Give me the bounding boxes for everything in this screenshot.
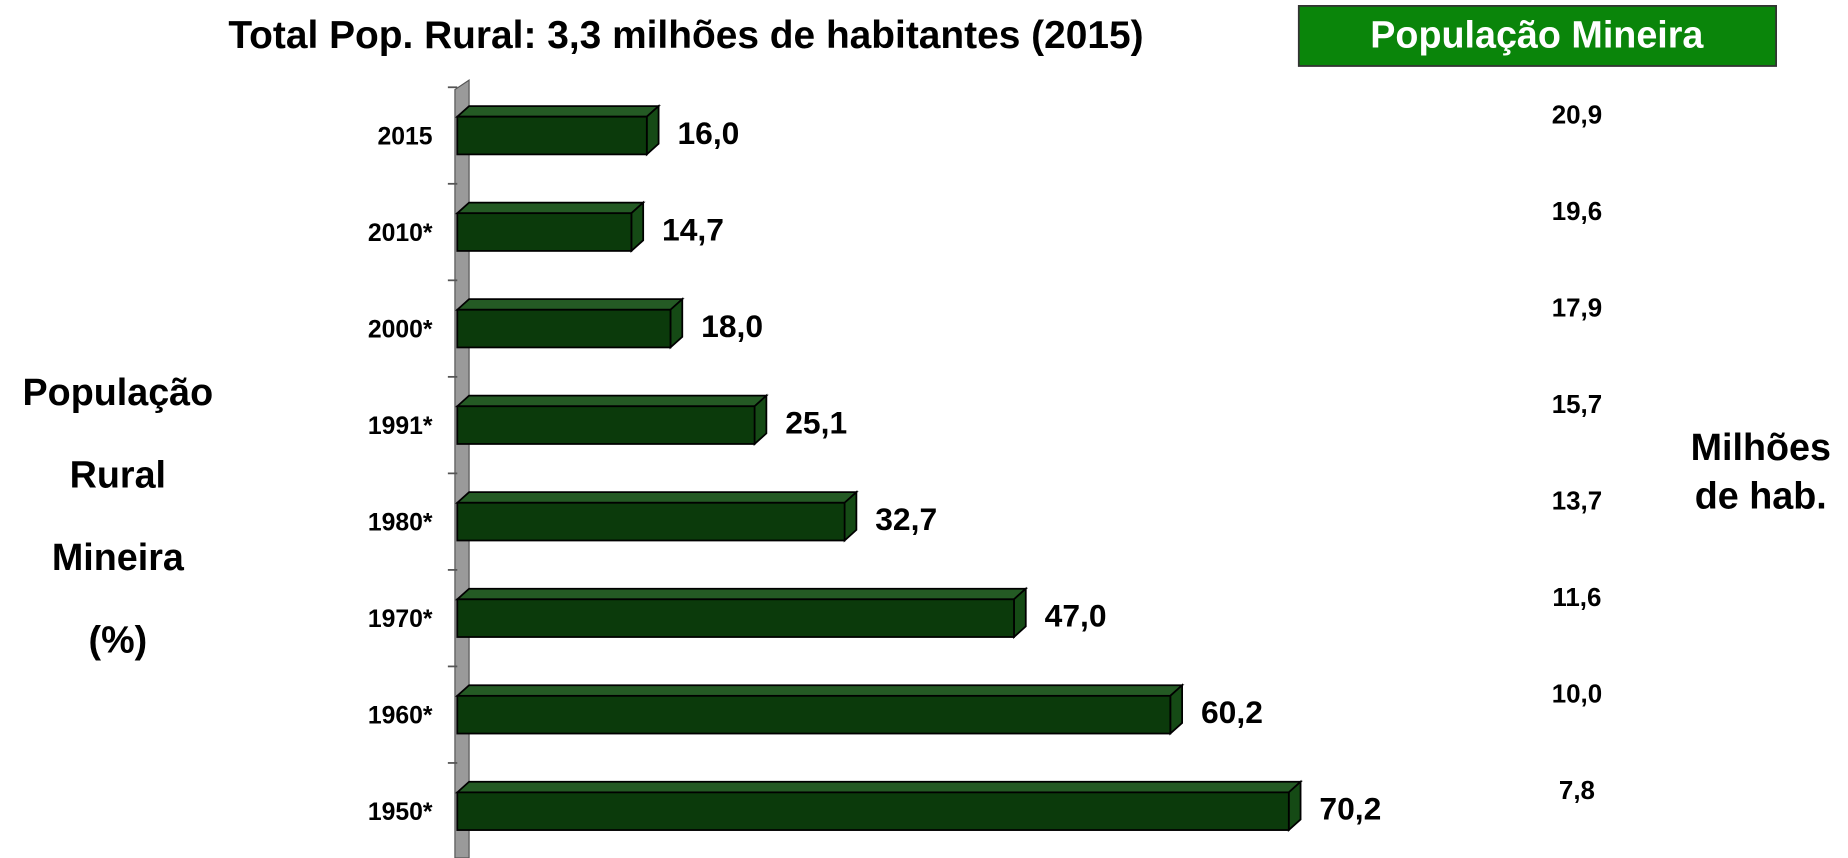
population-value: 10,0 [1552, 681, 1602, 709]
value-label: 60,2 [1201, 694, 1263, 730]
y-axis-label: Rural [70, 453, 166, 495]
population-title: População Mineira [1370, 14, 1704, 56]
bar [454, 490, 859, 543]
population-value: 19,6 [1552, 198, 1602, 226]
population-value: 7,8 [1559, 777, 1595, 805]
bar-face [454, 394, 769, 408]
y-tick-label: 1980* [368, 510, 433, 537]
value-label: 18,0 [701, 308, 763, 344]
bar [454, 200, 646, 253]
bar-face [456, 694, 1172, 735]
y-tick-label: 1950* [368, 799, 433, 826]
value-label: 16,0 [677, 115, 739, 151]
y-tick-label: 1991* [368, 413, 433, 440]
y-axis-label: (%) [89, 618, 148, 660]
bar-face [456, 405, 756, 445]
value-label: 25,1 [785, 405, 847, 441]
value-label: 70,2 [1319, 791, 1381, 827]
bar-face [454, 780, 1303, 794]
value-label: 32,7 [875, 501, 937, 537]
bar-face [456, 308, 672, 349]
bar-face [454, 201, 646, 215]
bar-face [456, 791, 1290, 831]
bar-face [456, 212, 633, 252]
chart-title: Total Pop. Rural: 3,3 milhões de habitan… [228, 14, 1143, 57]
y-axis-label: Mineira [52, 536, 185, 578]
bar-face [454, 587, 1029, 601]
bar-face [454, 684, 1185, 697]
y-tick-label: 2000* [368, 316, 433, 343]
bar [454, 683, 1185, 736]
y-axis-label: População [23, 371, 214, 413]
y-tick-label: 1960* [368, 703, 433, 730]
value-label: 14,7 [662, 211, 724, 247]
bar [454, 104, 661, 157]
header-box [1297, 5, 1777, 67]
population-value: 20,9 [1552, 102, 1602, 130]
bar-face [454, 298, 685, 311]
population-value: 17,9 [1552, 295, 1602, 323]
population-value: 13,7 [1552, 488, 1602, 516]
bar-face [456, 501, 846, 542]
axis-wall [454, 79, 470, 858]
bar [454, 779, 1303, 833]
y-tick-label: 2010* [368, 220, 433, 247]
population-value: 11,6 [1552, 584, 1601, 612]
value-label: 47,0 [1045, 598, 1107, 634]
bar [454, 393, 769, 446]
bar-face [454, 491, 859, 504]
y-tick-label: 1970* [368, 606, 433, 633]
population-value: 15,7 [1552, 391, 1602, 419]
population-unit: Milhões [1691, 426, 1831, 468]
bar-face [456, 598, 1015, 638]
bar-face [454, 105, 661, 118]
bar [454, 297, 685, 350]
bar [454, 586, 1029, 640]
population-unit: de hab. [1695, 475, 1827, 517]
bar-face [456, 115, 648, 156]
y-tick-label: 2015 [377, 123, 432, 150]
